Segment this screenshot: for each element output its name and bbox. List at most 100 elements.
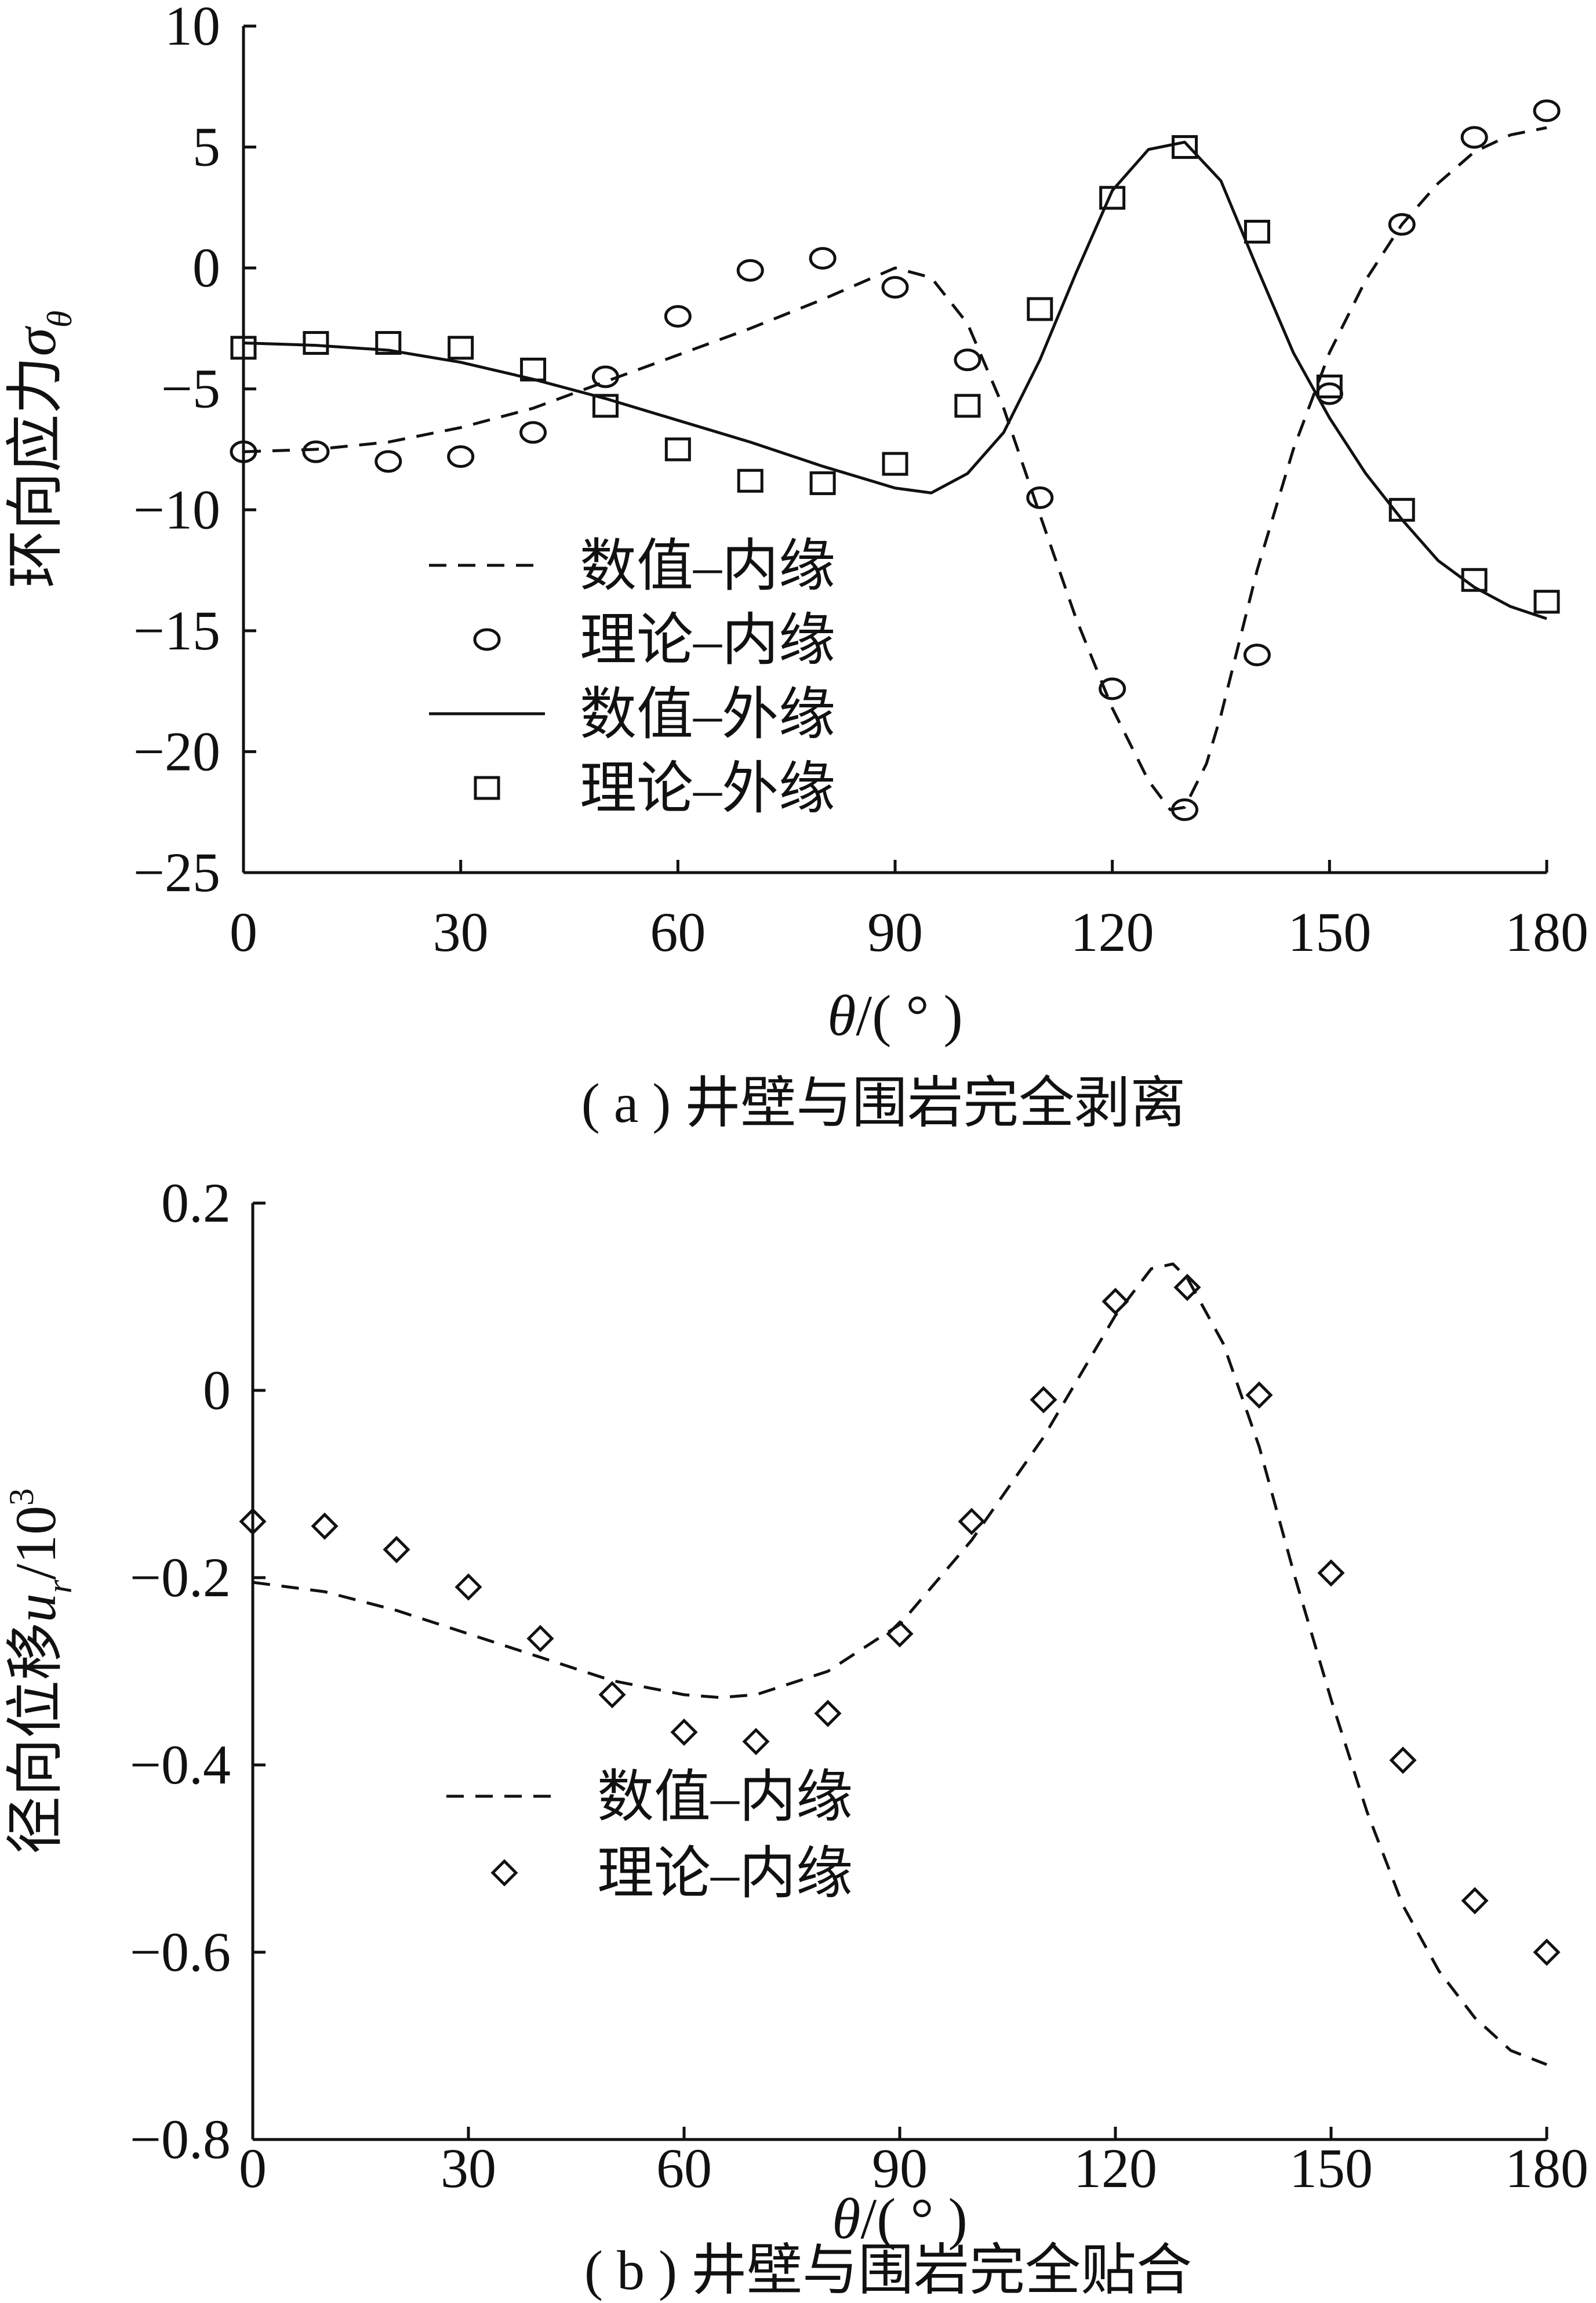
x-axis-symbol: θ	[832, 2186, 860, 2251]
data-point	[954, 348, 981, 372]
x-tick-label: 30	[433, 901, 489, 963]
data-point	[664, 437, 691, 462]
x-tick-label: 180	[1505, 2137, 1588, 2199]
data-point	[311, 1512, 339, 1540]
data-point	[1461, 568, 1488, 592]
y-tick-label: −0.8	[130, 2108, 231, 2170]
legend-entry-1: 理论–内缘	[473, 609, 835, 672]
data-point	[1388, 213, 1416, 236]
data-point	[1099, 677, 1126, 700]
data-point	[455, 1573, 482, 1601]
data-point	[520, 357, 547, 382]
data-point	[1027, 297, 1053, 321]
x-tick-label: 60	[650, 901, 706, 963]
data-point	[598, 1681, 626, 1709]
data-point	[375, 450, 402, 473]
legend-label: 理论–外缘	[580, 758, 835, 820]
legend-label: 数值–外缘	[580, 684, 835, 746]
data-point	[881, 276, 909, 299]
data-point	[230, 440, 257, 463]
x-axis-title: θ/( ° )	[832, 2186, 968, 2251]
y-axis-title-text: 环向应力	[3, 356, 68, 588]
data-point	[383, 1536, 410, 1564]
series-line-0	[243, 126, 1547, 812]
data-point	[1244, 220, 1270, 244]
series-0	[252, 1262, 1547, 2066]
data-point	[886, 1620, 914, 1648]
series-2	[243, 140, 1547, 620]
data-point	[1388, 497, 1415, 522]
series-3	[230, 135, 1560, 614]
data-point	[736, 259, 764, 282]
x-tick-label: 150	[1289, 2137, 1373, 2199]
data-point	[1317, 1559, 1345, 1587]
legend-label: 数值–内缘	[597, 1766, 853, 1829]
data-point	[814, 1699, 842, 1727]
legend-marker-swatch	[490, 1859, 518, 1887]
legend-entry-0: 数值–内缘	[446, 1766, 853, 1829]
data-point	[670, 1718, 698, 1746]
data-point	[1243, 644, 1271, 667]
legend-entry-3: 理论–外缘	[474, 758, 835, 820]
y-tick-label: −20	[133, 720, 220, 782]
x-tick-label: 150	[1288, 901, 1371, 963]
legend-marker-swatch	[474, 776, 500, 800]
y-tick-label: 0	[192, 237, 220, 299]
data-point	[958, 1508, 986, 1535]
data-point	[230, 336, 257, 360]
legend-entry-2: 数值–外缘	[429, 684, 835, 746]
x-tick-label: 120	[1074, 2137, 1157, 2199]
x-tick-label: 60	[656, 2137, 712, 2199]
y-tick-label: −0.4	[130, 1734, 231, 1796]
series-line-0	[252, 1262, 1547, 2066]
data-point	[526, 1625, 554, 1652]
data-point	[1172, 135, 1198, 159]
data-point	[519, 421, 547, 444]
data-point	[737, 468, 764, 493]
data-point	[239, 1508, 267, 1535]
data-point	[809, 246, 837, 270]
y-tick-label: −5	[161, 358, 220, 420]
data-point	[302, 440, 330, 463]
x-tick-label: 0	[230, 901, 257, 963]
data-point	[882, 452, 908, 476]
legend-entry-1: 理论–内缘	[490, 1843, 853, 1905]
data-point	[1245, 1381, 1273, 1409]
data-point	[591, 365, 619, 388]
x-axis-symbol: θ	[827, 983, 856, 1048]
legend-label: 理论–内缘	[597, 1843, 853, 1905]
data-point	[1389, 1746, 1417, 1774]
data-point	[1099, 186, 1126, 210]
y-tick-label: −0.2	[130, 1546, 231, 1608]
figure-caption: ( b ) 井壁与围岩完全贴合	[584, 2239, 1192, 2301]
y-axis-symbol: u	[3, 1593, 68, 1622]
data-point	[1533, 1938, 1561, 1966]
x-tick-label: 0	[239, 2137, 267, 2199]
x-tick-label: 120	[1071, 901, 1154, 963]
x-axis-unit: /( ° )	[860, 2186, 967, 2251]
y-axis-subscript: r	[41, 1579, 79, 1593]
legend-marker-swatch	[473, 628, 501, 651]
x-axis-unit: /( ° )	[856, 983, 962, 1048]
legend-entry-0: 数值–内缘	[429, 535, 835, 598]
y-tick-label: 0.2	[161, 1172, 231, 1234]
y-axis-symbol: σ	[3, 325, 68, 356]
data-point	[1171, 798, 1199, 822]
y-tick-label: −0.6	[130, 1921, 231, 1983]
data-point	[1533, 590, 1560, 614]
y-axis-suffix: /10	[3, 1506, 68, 1580]
figure-caption: ( a ) 井壁与围岩完全剥离	[581, 1072, 1186, 1134]
data-point	[303, 330, 329, 355]
data-point	[375, 330, 402, 355]
data-point	[1461, 1887, 1489, 1915]
y-axis-subscript: θ	[41, 311, 79, 328]
series-line-2	[243, 140, 1547, 620]
y-tick-label: −10	[133, 478, 220, 540]
data-point	[1101, 1288, 1129, 1316]
x-axis-title: θ/( ° )	[827, 983, 963, 1048]
data-point	[1173, 1273, 1201, 1301]
x-tick-label: 30	[441, 2137, 496, 2199]
legend-label: 理论–内缘	[580, 609, 835, 672]
